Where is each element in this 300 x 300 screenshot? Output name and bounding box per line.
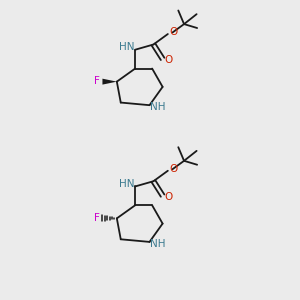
Text: F: F [94,213,100,223]
Text: NH: NH [150,239,166,249]
Polygon shape [102,79,117,85]
Text: HN: HN [119,42,134,52]
Text: O: O [169,28,177,38]
Text: HN: HN [119,179,134,189]
Text: NH: NH [150,102,166,112]
Text: O: O [164,55,172,65]
Text: O: O [169,164,177,174]
Text: F: F [94,76,100,86]
Text: O: O [164,192,172,202]
